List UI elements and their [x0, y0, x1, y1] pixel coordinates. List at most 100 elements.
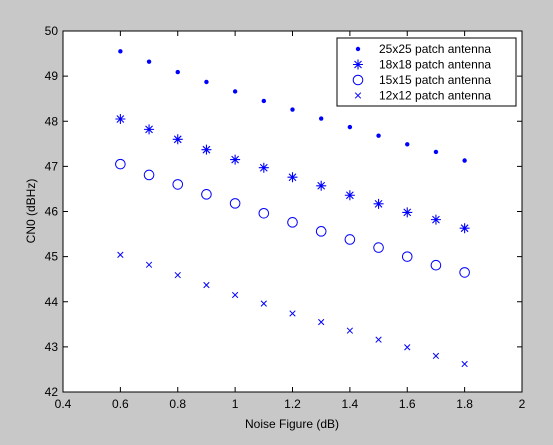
star-marker-shape: [316, 180, 327, 191]
data-point: [318, 116, 324, 121]
data-point: [261, 98, 267, 104]
y-tick-label: 47: [45, 159, 59, 173]
data-point: [461, 360, 468, 368]
legend-label: 18x18 patch antenna: [379, 58, 491, 72]
x-tick-label: 0.4: [55, 397, 72, 411]
y-tick-label: 49: [45, 69, 59, 83]
y-tick-label: 50: [45, 24, 59, 38]
data-point: [260, 300, 267, 307]
star-marker-shape: [287, 172, 298, 183]
data-point: [174, 271, 181, 279]
data-point: [405, 142, 410, 147]
data-point: [230, 154, 241, 165]
data-point: [289, 310, 296, 317]
y-tick-label: 46: [45, 205, 59, 219]
x-tick-label: 1.2: [284, 397, 301, 411]
data-point: [430, 214, 441, 225]
circle-marker-shape: [229, 198, 241, 209]
x-marker-shape: [461, 360, 468, 368]
data-point: [175, 69, 180, 75]
dot-marker-shape: [146, 59, 152, 64]
dot-marker-shape: [405, 142, 410, 147]
circle-marker-shape: [373, 242, 384, 253]
circle-marker-shape: [115, 158, 126, 170]
dot-marker-shape: [290, 107, 295, 112]
dot-marker-shape: [318, 116, 324, 121]
data-point: [146, 59, 152, 64]
x-marker-shape: [117, 251, 124, 258]
data-point: [401, 251, 413, 262]
legend-marker: [354, 92, 362, 99]
dot-marker-shape: [261, 98, 267, 104]
x-tick-label: 2: [519, 397, 526, 411]
dot-marker-shape: [462, 158, 467, 163]
x-marker-shape: [375, 336, 382, 343]
circle-marker-shape: [143, 169, 155, 181]
legend-marker: [355, 46, 361, 52]
x-tick-label: 0.8: [169, 397, 186, 411]
star-marker-shape: [373, 198, 384, 209]
x-tick-label: 1.4: [342, 397, 359, 411]
dot-marker-shape: [355, 46, 361, 52]
dot-marker-shape: [118, 49, 123, 54]
data-point: [402, 207, 413, 218]
x-marker-shape: [346, 327, 354, 334]
x-marker-shape: [174, 271, 181, 279]
x-tick-label: 1.8: [456, 397, 473, 411]
data-point: [172, 179, 184, 190]
x-marker-shape: [354, 92, 362, 99]
data-point: [347, 124, 353, 130]
y-tick-label: 48: [45, 114, 59, 128]
star-marker-shape: [230, 154, 241, 165]
data-point: [373, 198, 384, 209]
data-point: [201, 189, 212, 200]
circle-marker-shape: [430, 259, 442, 271]
legend-label: 25x25 patch antenna: [379, 42, 491, 56]
x-marker-shape: [289, 310, 296, 317]
data-point: [145, 261, 153, 268]
star-marker-shape: [144, 124, 155, 135]
x-tick-label: 0.6: [112, 397, 129, 411]
star-marker-shape: [172, 134, 183, 145]
x-marker-shape: [404, 344, 411, 351]
y-tick-label: 44: [45, 295, 59, 309]
dot-marker-shape: [376, 133, 381, 138]
data-point: [115, 158, 126, 170]
legend-marker: [352, 74, 364, 86]
data-point: [203, 281, 210, 289]
circle-marker-shape: [172, 179, 184, 190]
data-point: [118, 49, 123, 54]
x-marker-shape: [432, 352, 440, 360]
axes: 0.4 0.6 0.8 1 1.2 1.4 1.6 1.8 2 42 43 44 45 46 47 48 49 5…: [45, 24, 526, 411]
data-point: [316, 180, 327, 191]
y-axis-label: CN0 (dBHz): [24, 179, 38, 244]
x-tick-label: 1: [232, 397, 239, 411]
legend-label: 12x12 patch antenna: [379, 89, 491, 103]
data-point: [258, 208, 270, 219]
data-point: [144, 124, 155, 135]
series-circle: [115, 158, 470, 278]
star-marker-shape: [402, 207, 413, 218]
x-axis-label: Noise Figure (dB): [245, 417, 339, 431]
dot-marker-shape: [433, 149, 439, 155]
y-tick-label: 45: [45, 250, 59, 264]
data-point: [318, 318, 325, 326]
star-marker-shape: [201, 144, 212, 155]
legend-marker: [353, 59, 363, 70]
data-point: [344, 234, 356, 245]
star-marker-shape: [115, 113, 126, 124]
data-point: [287, 217, 298, 228]
x-marker-shape: [260, 300, 267, 307]
star-marker-shape: [258, 162, 269, 173]
data-point: [143, 169, 155, 181]
star-marker-shape: [430, 214, 441, 225]
data-point: [432, 352, 440, 360]
data-marks: [115, 49, 470, 368]
data-point: [229, 198, 241, 209]
series-x: [117, 251, 468, 368]
circle-marker-shape: [287, 217, 298, 228]
data-point: [404, 344, 411, 351]
series-star: [115, 113, 470, 234]
y-tick-label: 43: [45, 340, 59, 354]
